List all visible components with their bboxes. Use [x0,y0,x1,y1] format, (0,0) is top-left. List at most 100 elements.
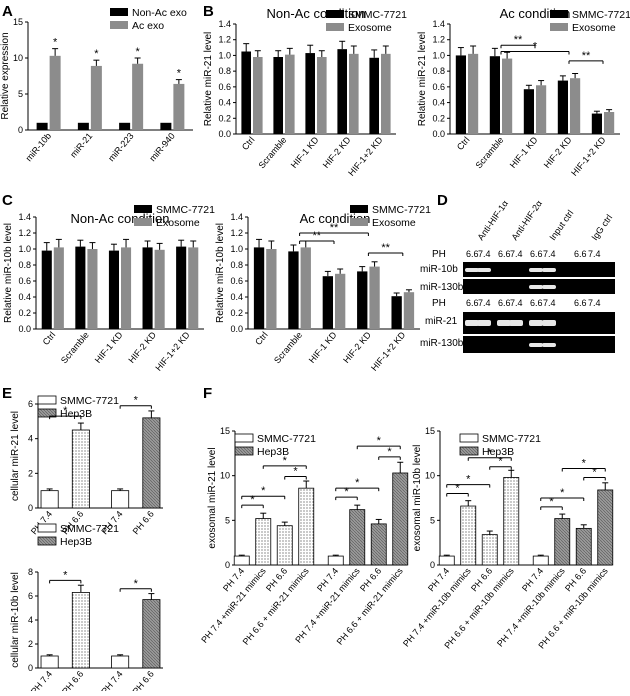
bar [570,78,581,134]
y-tick-label: 0.6 [18,276,31,286]
x-tick-label: miR-223 [106,131,136,163]
panel-label-b: B [203,3,214,20]
y-axis-label: cellular miR-21 level [10,411,21,501]
gel-band [465,320,479,326]
y-tick-label: 1.0 [432,50,445,60]
significance-mark: ** [330,222,339,234]
legend-swatch [110,21,128,29]
bar [71,592,90,669]
y-tick-label: 15 [220,426,230,436]
bar [276,525,293,566]
significance-mark: * [488,447,493,459]
legend-label: Ac exo [132,20,164,32]
bar [108,250,119,329]
significance-mark: * [377,435,382,447]
gel-ph-value: 7.4 [543,298,556,308]
y-tick-label: 1.0 [18,244,31,254]
y-tick-label: 0.2 [18,308,31,318]
y-tick-label: 0.8 [230,260,243,270]
x-tick-label: PH 6.6 [60,669,85,691]
significance-mark: * [560,487,565,499]
gel-header-input: Input ctrl [547,208,575,242]
gel-ph-value: 7.4 [588,298,601,308]
panel-label-a: A [2,3,13,20]
bar [121,247,132,329]
x-tick-label: Scramble [59,330,91,366]
gel-ph-value: 6.6 [498,249,511,259]
significance-mark: * [466,474,471,486]
gel-band [477,268,491,272]
significance-mark: * [134,578,139,590]
panel-label-c: C [2,192,13,209]
bar [142,247,153,329]
legend-label: Hep3B [257,446,289,458]
y-axis-label: exosomal miR-10b level [412,445,423,552]
y-tick-label: 5 [225,515,230,525]
legend-label: SMMC-7721 [348,9,407,21]
bar [523,89,534,134]
bar [132,63,144,131]
legend-swatch [110,8,128,16]
gel-band [529,285,543,289]
gel-band [542,268,556,272]
bar [392,472,409,566]
legend-label: SMMC-7721 [156,204,215,216]
legend-swatch [550,23,568,31]
gel-panel: Anti-HIF-1α Anti-HIF-2α Input ctrl IgG c… [420,199,615,353]
y-tick-label: 0.6 [218,82,231,92]
bar [154,249,165,329]
y-tick-label: 8 [28,567,33,577]
legend-label: Hep3B [60,408,92,420]
x-tick-label: Ctrl [240,135,257,152]
legend-swatch [134,218,152,226]
significance-mark: * [549,496,554,508]
legend-swatch [234,433,254,443]
chart-B1: 0.0 0.2 0.4 0.6 0.8 1.0 1.2 1.4 Relative miR-21 … [203,6,407,178]
y-tick-label: 4 [28,615,33,625]
y-tick-label: 2 [28,468,33,478]
bar [536,85,547,134]
bar [369,57,379,134]
bar [233,555,250,566]
legend-swatch [37,523,57,533]
y-tick-label: 1.4 [218,19,231,29]
gel-header-hif1: Anti-HIF-1α [475,199,510,243]
gel-ph-value: 7.4 [510,249,523,259]
significance-mark: * [134,395,139,407]
bar [142,417,161,509]
legend-label: Hep3B [60,536,92,548]
gel-header-hif2: Anti-HIF-2α [509,199,544,243]
y-tick-label: 0.2 [218,113,231,123]
y-tick-label: 0.6 [230,276,243,286]
gel-band [497,320,511,326]
gel-ph-value: 7.4 [510,298,523,308]
gel-ph-value: 6.6 [530,298,543,308]
x-tick-label: PH 7.4 [99,669,124,691]
chart-title: Non-Ac condition [71,211,170,226]
panel-label-e: E [2,385,12,402]
legend-label: Exosome [348,22,392,34]
gel-ph-value: 7.4 [543,249,556,259]
bar [369,266,380,329]
y-axis-label: Relative expression [0,32,11,119]
legend-swatch [350,205,368,213]
bar [36,122,48,130]
y-tick-label: 1.0 [218,50,231,60]
gel-band [542,343,556,347]
legend-swatch [550,10,568,18]
gel-band [542,320,556,326]
bar [40,655,59,669]
significance-mark: * [261,485,266,497]
bar [87,249,98,329]
significance-mark: * [283,455,288,467]
gel-ph-value: 6.6 [498,298,511,308]
gel-row-mir10b: miR-10b [420,264,458,275]
bar [305,53,315,135]
y-tick-label: 0.4 [18,292,31,302]
significance-mark: * [355,477,360,489]
bar [53,247,64,329]
y-tick-label: 0.6 [432,82,445,92]
